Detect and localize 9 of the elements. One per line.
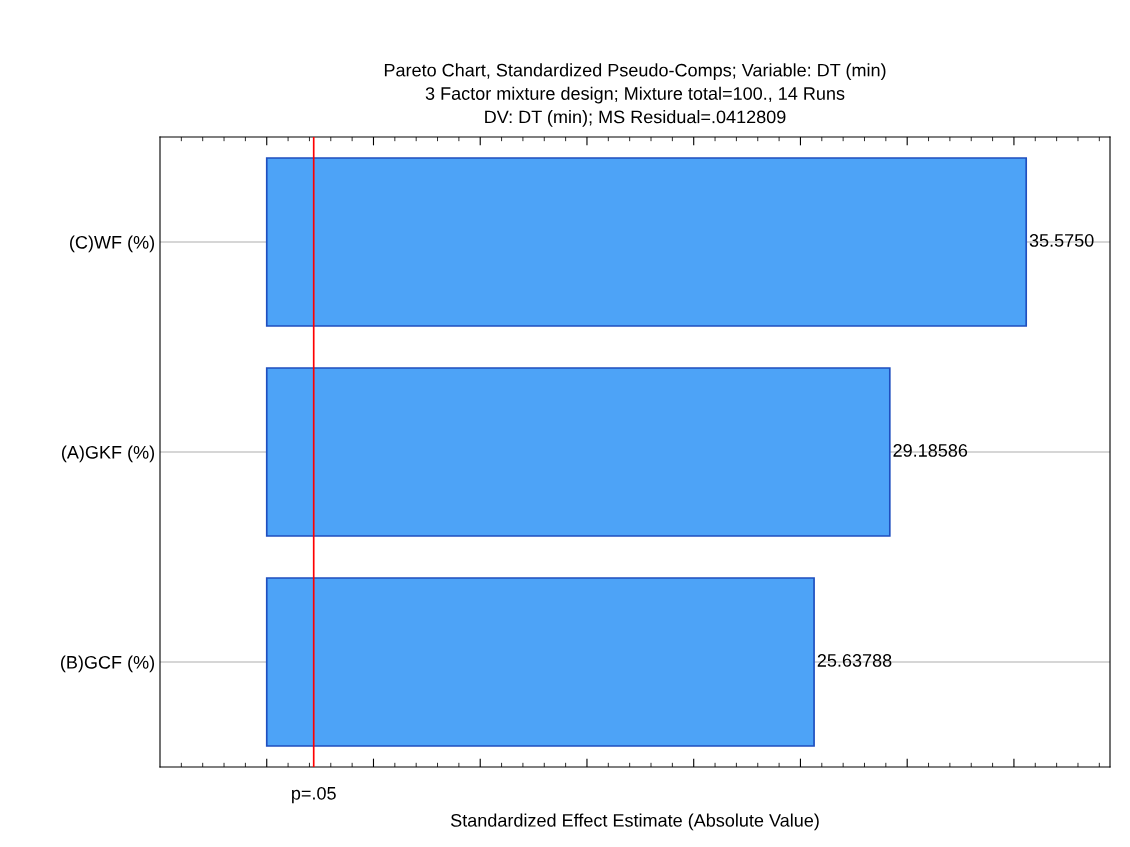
- y-tick-label: (A)GKF (%): [61, 445, 155, 463]
- x-axis-title: Standardized Effect Estimate (Absolute Value): [450, 813, 819, 831]
- y-tick-label: (C)WF (%): [70, 235, 155, 253]
- data-label: 25.63788: [817, 654, 892, 667]
- data-label: 35.5750: [1029, 234, 1094, 247]
- ref-line-label: p=.05: [292, 786, 336, 804]
- chart-title: Pareto Chart, Standardized Pseudo-Comps; Variable: DT (min) 3 Factor mixture design; Mixture total=100., 14 Runs DV: DT (min); MS Residual=.0412809: [384, 63, 886, 127]
- data-label: 29.18586: [893, 444, 968, 457]
- y-tick-label: (B)GCF (%): [60, 655, 155, 673]
